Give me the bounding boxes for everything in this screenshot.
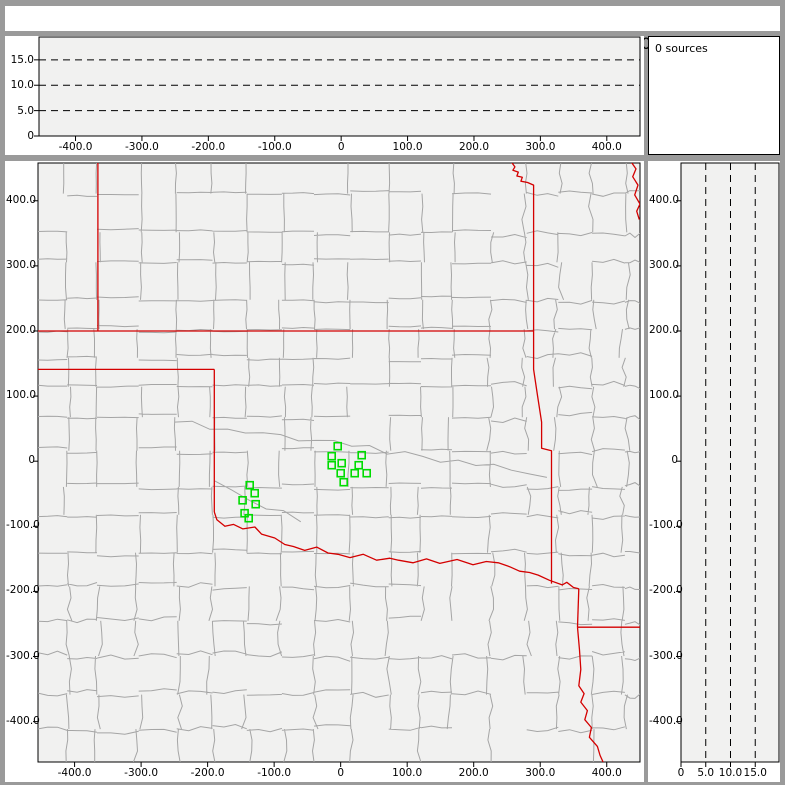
ew-tick-label: 100.0	[392, 767, 423, 779]
ew-tick-label: -200.0	[190, 767, 225, 779]
ew-tick-label: 400.0	[591, 141, 622, 153]
alt-tick-label: 0	[677, 767, 685, 779]
sources-count-label: 0 sources	[655, 42, 708, 55]
ew-tick-label: 300.0	[525, 767, 556, 779]
ns-tick-label: 0	[671, 454, 678, 467]
ns-tick-label: 400.0	[6, 193, 37, 206]
lma-station-marker	[250, 488, 259, 498]
alt-tick-label: 15.0	[10, 53, 34, 66]
ns-tick-label: -300.0	[6, 649, 40, 662]
state-border-missouri-river-edge	[631, 163, 640, 220]
ns-tick-label: 200.0	[649, 323, 680, 336]
alt-tick-label: 10.0	[718, 767, 743, 779]
sources-count-box: 0 sources	[648, 36, 780, 155]
lma-station-marker	[244, 513, 253, 523]
ns-tick-label: -100.0	[649, 519, 683, 532]
ns-tick-label: -400.0	[6, 714, 40, 727]
state-border-texas-louisiana-sabine	[576, 627, 604, 762]
ew-tick-label: 200.0	[458, 767, 489, 779]
ns-tick-label: 300.0	[6, 258, 37, 271]
plan-view-map-panel: 400.0 300.0 200.0 100.0 0 -100.0 -200.0 -300.0 -…	[5, 161, 644, 782]
plan-view-plot	[33, 162, 641, 767]
ew-tick-label: 200.0	[458, 141, 489, 153]
lma-station-marker	[362, 468, 372, 478]
ns-tick-label: 400.0	[649, 193, 680, 206]
ew-tick-label: 300.0	[525, 141, 556, 153]
lma-station-marker	[327, 460, 337, 470]
ew-tick-label: 0	[337, 767, 344, 779]
ew-tick-label: 400.0	[591, 767, 622, 779]
lma-station-marker	[354, 460, 364, 470]
lma-station-marker	[238, 495, 247, 505]
ew-tick-label: -100.0	[257, 141, 292, 153]
lma-station-marker	[350, 468, 360, 478]
ns-altitude-panel: 400.0 300.0 200.0 100.0 0 -100.0 -200.0 -300.0 -…	[648, 161, 780, 782]
ew-altitude-plot	[34, 36, 641, 141]
alt-tick-label: 5.0	[17, 104, 34, 117]
ew-tick-label: 100.0	[392, 141, 423, 153]
ns-tick-label: 100.0	[649, 389, 680, 402]
ew-tick-label: -400.0	[57, 767, 92, 779]
ew-tick-label: 0	[337, 141, 345, 153]
alt-tick-label: 10.0	[10, 79, 34, 92]
ew-tick-label: -300.0	[124, 141, 159, 153]
ew-tick-label: -200.0	[191, 141, 226, 153]
lma-station-marker	[251, 499, 260, 509]
ew-tick-label: -300.0	[124, 767, 159, 779]
lma-station-marker	[245, 480, 254, 490]
lma-station-marker	[337, 458, 347, 468]
state-border-texas-arkansas-corner	[576, 588, 580, 628]
ew-tick-label: -400.0	[58, 141, 93, 153]
ns-tick-label: -300.0	[649, 649, 683, 662]
alt-tick-label: 15.0	[743, 767, 767, 779]
ns-tick-label: 0	[28, 454, 35, 467]
ns-tick-label: -100.0	[6, 519, 40, 532]
lma-station-marker	[339, 477, 349, 487]
alt-tick-label: 0	[27, 130, 34, 142]
county-borders	[38, 163, 640, 762]
ns-tick-label: 200.0	[6, 323, 37, 336]
ns-tick-label: 300.0	[649, 258, 680, 271]
state-border-red-river	[213, 511, 579, 590]
ns-tick-label: -200.0	[649, 584, 683, 597]
title-bar: Oklahoma Lightning Mapping Array 1500-16…	[5, 6, 780, 53]
lma-station-marker	[327, 451, 337, 461]
alt-tick-label: 5.0	[697, 767, 715, 779]
ns-tick-label: 100.0	[6, 389, 37, 402]
ns-altitude-plot	[676, 162, 780, 767]
state-border-missouri-arkansas-east	[511, 163, 553, 584]
lma-station-marker	[333, 441, 343, 451]
ns-tick-label: -400.0	[649, 714, 683, 727]
ew-altitude-panel: 15.0 10.0 5.0 0 -400.0 -300.0 -200.0 -100.0 0 100…	[5, 36, 644, 155]
ew-tick-label: -100.0	[257, 767, 292, 779]
lma-station-marker	[357, 450, 367, 460]
ns-tick-label: -200.0	[6, 584, 40, 597]
lma-station-marker	[336, 468, 346, 478]
